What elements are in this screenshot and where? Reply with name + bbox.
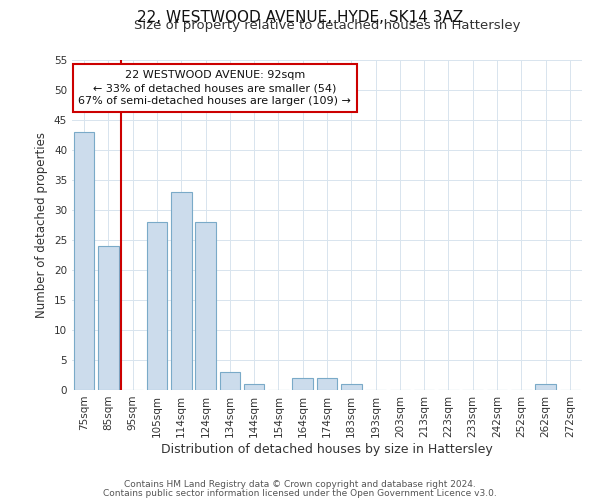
Text: 22, WESTWOOD AVENUE, HYDE, SK14 3AZ: 22, WESTWOOD AVENUE, HYDE, SK14 3AZ <box>137 10 463 25</box>
Bar <box>146 222 167 390</box>
Bar <box>220 372 240 390</box>
Bar <box>317 378 337 390</box>
Bar <box>244 384 265 390</box>
X-axis label: Distribution of detached houses by size in Hattersley: Distribution of detached houses by size … <box>161 442 493 456</box>
Text: Contains HM Land Registry data © Crown copyright and database right 2024.: Contains HM Land Registry data © Crown c… <box>124 480 476 489</box>
Text: Contains public sector information licensed under the Open Government Licence v3: Contains public sector information licen… <box>103 489 497 498</box>
Bar <box>98 246 119 390</box>
Bar <box>195 222 216 390</box>
Text: 22 WESTWOOD AVENUE: 92sqm
← 33% of detached houses are smaller (54)
67% of semi-: 22 WESTWOOD AVENUE: 92sqm ← 33% of detac… <box>79 70 351 106</box>
Title: Size of property relative to detached houses in Hattersley: Size of property relative to detached ho… <box>134 20 520 32</box>
Bar <box>292 378 313 390</box>
Bar <box>341 384 362 390</box>
Y-axis label: Number of detached properties: Number of detached properties <box>35 132 49 318</box>
Bar <box>74 132 94 390</box>
Bar <box>535 384 556 390</box>
Bar <box>171 192 191 390</box>
